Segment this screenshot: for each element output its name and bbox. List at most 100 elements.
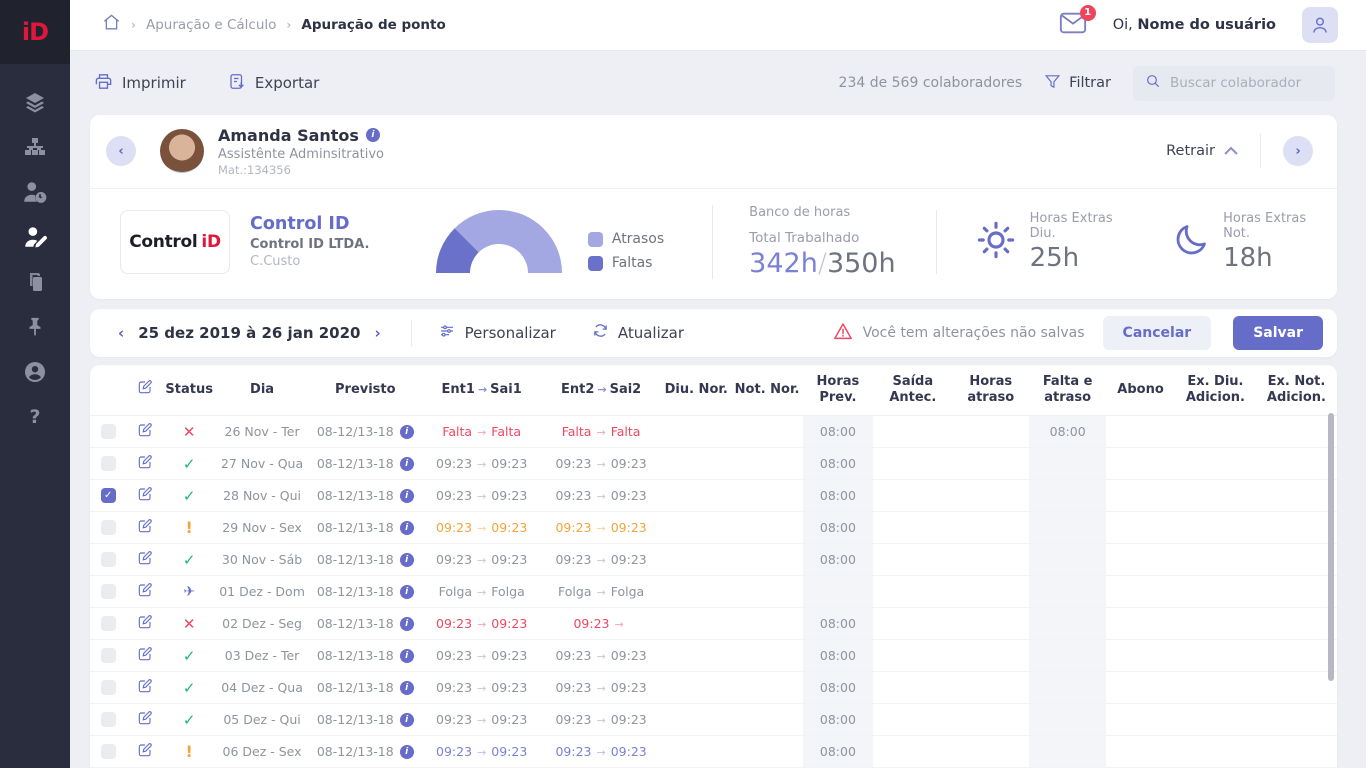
ent2[interactable]: 09:23 [555, 744, 592, 759]
next-period-button[interactable]: › [374, 323, 381, 342]
export-button[interactable]: Exportar [228, 72, 319, 95]
ent2[interactable]: 09:23 [555, 488, 592, 503]
search-input[interactable] [1170, 75, 1323, 91]
help-icon[interactable]: ? [29, 406, 41, 428]
next-employee-button[interactable]: › [1283, 136, 1313, 166]
sai2[interactable]: 09:23 [610, 520, 647, 535]
row-checkbox[interactable] [100, 648, 116, 663]
refresh-button[interactable]: Atualizar [592, 322, 684, 343]
sai2[interactable]: 09:23 [610, 712, 647, 727]
sai1[interactable]: 09:23 [491, 456, 528, 471]
sai1[interactable]: 09:23 [491, 744, 528, 759]
row-edit-button[interactable] [137, 646, 153, 662]
mail-button[interactable]: 1 [1059, 4, 1096, 38]
ent2[interactable]: 09:23 [555, 520, 592, 535]
row-checkbox[interactable] [100, 744, 116, 759]
personalize-button[interactable]: Personalizar [438, 323, 556, 343]
info-icon[interactable]: i [399, 424, 414, 439]
sai1[interactable]: 09:23 [491, 616, 528, 631]
ent2[interactable]: 09:23 [573, 616, 610, 631]
layers-icon[interactable] [22, 89, 48, 115]
sai1[interactable]: 09:23 [491, 712, 528, 727]
info-icon[interactable]: i [399, 584, 414, 599]
ent2[interactable]: Folga [558, 584, 592, 599]
sai2[interactable]: 09:23 [610, 488, 647, 503]
sai1[interactable]: 09:23 [491, 552, 528, 567]
ent1[interactable]: 09:23 [436, 680, 473, 695]
row-checkbox[interactable] [100, 680, 116, 695]
info-icon[interactable]: i [399, 680, 414, 695]
row-checkbox[interactable] [100, 488, 116, 503]
sai2[interactable]: 09:23 [610, 680, 647, 695]
row-checkbox[interactable] [100, 424, 116, 439]
sai2[interactable]: 09:23 [610, 552, 647, 567]
row-edit-button[interactable] [137, 422, 153, 438]
sai2[interactable]: Falta [610, 424, 641, 439]
ent1[interactable]: 09:23 [436, 744, 473, 759]
ent1[interactable]: 09:23 [436, 456, 473, 471]
info-icon[interactable]: i [399, 744, 414, 759]
ent1[interactable]: 09:23 [436, 520, 473, 535]
row-edit-button[interactable] [137, 678, 153, 694]
sai2[interactable]: 09:23 [610, 456, 647, 471]
ent1[interactable]: Falta [442, 424, 473, 439]
ent1[interactable]: 09:23 [436, 648, 473, 663]
ent1[interactable]: 09:23 [436, 616, 473, 631]
ent2[interactable]: Falta [561, 424, 592, 439]
person-edit-icon[interactable] [22, 224, 48, 250]
ent2[interactable]: 09:23 [555, 552, 592, 567]
info-icon[interactable]: i [399, 520, 414, 535]
row-edit-button[interactable] [137, 518, 153, 534]
info-icon[interactable]: i [399, 488, 414, 503]
sai1[interactable]: 09:23 [491, 680, 528, 695]
row-edit-button[interactable] [137, 550, 153, 566]
home-icon[interactable] [102, 13, 121, 36]
info-icon[interactable]: i [399, 648, 414, 663]
sai1[interactable]: 09:23 [491, 488, 528, 503]
edit-icon[interactable] [137, 379, 153, 395]
info-icon[interactable]: i [365, 128, 380, 142]
pin-icon[interactable] [22, 314, 48, 340]
row-edit-button[interactable] [137, 742, 153, 758]
sai1[interactable]: 09:23 [491, 520, 528, 535]
row-checkbox[interactable] [100, 584, 116, 599]
ent1[interactable]: 09:23 [436, 552, 473, 567]
breadcrumb-section[interactable]: Apuração e Cálculo [145, 16, 277, 33]
save-button[interactable]: Salvar [1233, 315, 1323, 350]
cancel-button[interactable]: Cancelar [1102, 315, 1212, 350]
sai2[interactable]: 09:23 [610, 648, 647, 663]
row-checkbox[interactable] [100, 712, 116, 727]
app-logo[interactable]: iD [0, 0, 70, 64]
ent2[interactable]: 09:23 [555, 648, 592, 663]
person-clock-icon[interactable] [22, 179, 48, 205]
print-button[interactable]: Imprimir [94, 72, 186, 95]
prev-period-button[interactable]: ‹ [118, 323, 125, 342]
row-checkbox[interactable] [100, 520, 116, 535]
row-checkbox[interactable] [100, 616, 116, 631]
filter-button[interactable]: Filtrar [1044, 73, 1111, 94]
vertical-scrollbar[interactable] [1328, 412, 1334, 681]
info-icon[interactable]: i [399, 616, 414, 631]
ent2[interactable]: 09:23 [555, 456, 592, 471]
info-icon[interactable]: i [399, 712, 414, 727]
row-edit-button[interactable] [137, 486, 153, 502]
collapse-button[interactable]: Retrair [1166, 143, 1238, 159]
person-circle-icon[interactable] [22, 359, 48, 385]
sai1[interactable]: 09:23 [491, 648, 528, 663]
row-edit-button[interactable] [137, 614, 153, 630]
ent2[interactable]: 09:23 [555, 712, 592, 727]
sai1[interactable]: Falta [491, 424, 522, 439]
row-edit-button[interactable] [137, 710, 153, 726]
prev-employee-button[interactable]: ‹ [106, 136, 136, 166]
row-checkbox[interactable] [100, 552, 116, 567]
row-edit-button[interactable] [137, 454, 153, 470]
ent1[interactable]: Folga [438, 584, 473, 599]
org-chart-icon[interactable] [22, 134, 48, 160]
sai1[interactable]: Folga [491, 584, 525, 599]
ent2[interactable]: 09:23 [555, 680, 592, 695]
sai2[interactable]: Folga [610, 584, 645, 599]
info-icon[interactable]: i [399, 552, 414, 567]
ent1[interactable]: 09:23 [436, 712, 473, 727]
user-avatar-button[interactable] [1302, 6, 1338, 43]
info-icon[interactable]: i [399, 456, 414, 471]
